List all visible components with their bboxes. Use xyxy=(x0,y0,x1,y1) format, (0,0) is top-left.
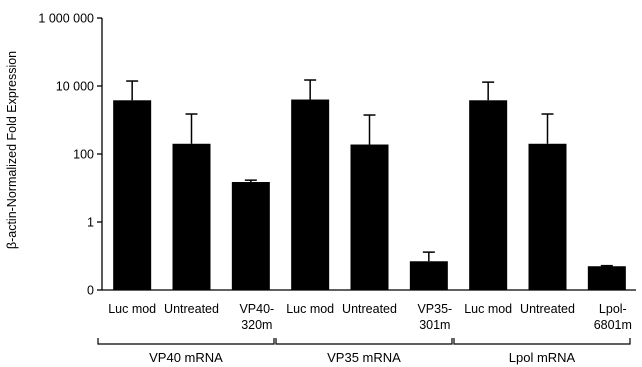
y-tick-label: 1 000 000 xyxy=(38,12,94,26)
bar xyxy=(113,100,152,291)
category-labels: Luc mod Untreated VP40-320m Luc mod Untreate… xyxy=(108,302,632,332)
group-bracket xyxy=(275,338,453,345)
bar xyxy=(231,182,270,290)
y-tick-label: 1 xyxy=(87,216,94,230)
x-tick-label: VP40-320m xyxy=(239,302,274,332)
y-tick-label: 100 xyxy=(73,148,94,162)
x-tick-label: VP35-301m xyxy=(417,302,452,332)
bar xyxy=(291,99,330,290)
bar xyxy=(528,143,567,290)
x-tick-label: Luc mod xyxy=(464,302,512,316)
bar xyxy=(469,100,508,291)
y-tick-label: 10 000 xyxy=(56,80,94,94)
group-label: VP40 mRNA xyxy=(149,350,223,365)
y-tick-label: 0 xyxy=(87,284,94,298)
x-tick-label: Untreated xyxy=(164,302,219,316)
group-label: Lpol mRNA xyxy=(509,350,576,365)
group-brackets: VP40 mRNA VP35 mRNA Lpol mRNA xyxy=(97,338,631,365)
bar xyxy=(409,261,448,290)
bars xyxy=(113,99,626,291)
bar xyxy=(350,144,389,290)
x-tick-label: Untreated xyxy=(342,302,397,316)
y-ticks: 1 000 000 10 000 100 1 0 xyxy=(38,12,102,298)
bar xyxy=(172,143,211,290)
bar xyxy=(587,266,626,290)
y-axis-title: β-actin-Normalized Fold Expression xyxy=(5,51,19,249)
group-bracket xyxy=(453,338,631,345)
group-bracket xyxy=(97,338,275,345)
group-label: VP35 mRNA xyxy=(327,350,401,365)
x-tick-label: Lpol-6801m xyxy=(594,302,632,332)
error-bars xyxy=(126,79,613,267)
x-tick-label: Untreated xyxy=(520,302,575,316)
x-tick-label: Luc mod xyxy=(108,302,156,316)
x-tick-label: Luc mod xyxy=(286,302,334,316)
